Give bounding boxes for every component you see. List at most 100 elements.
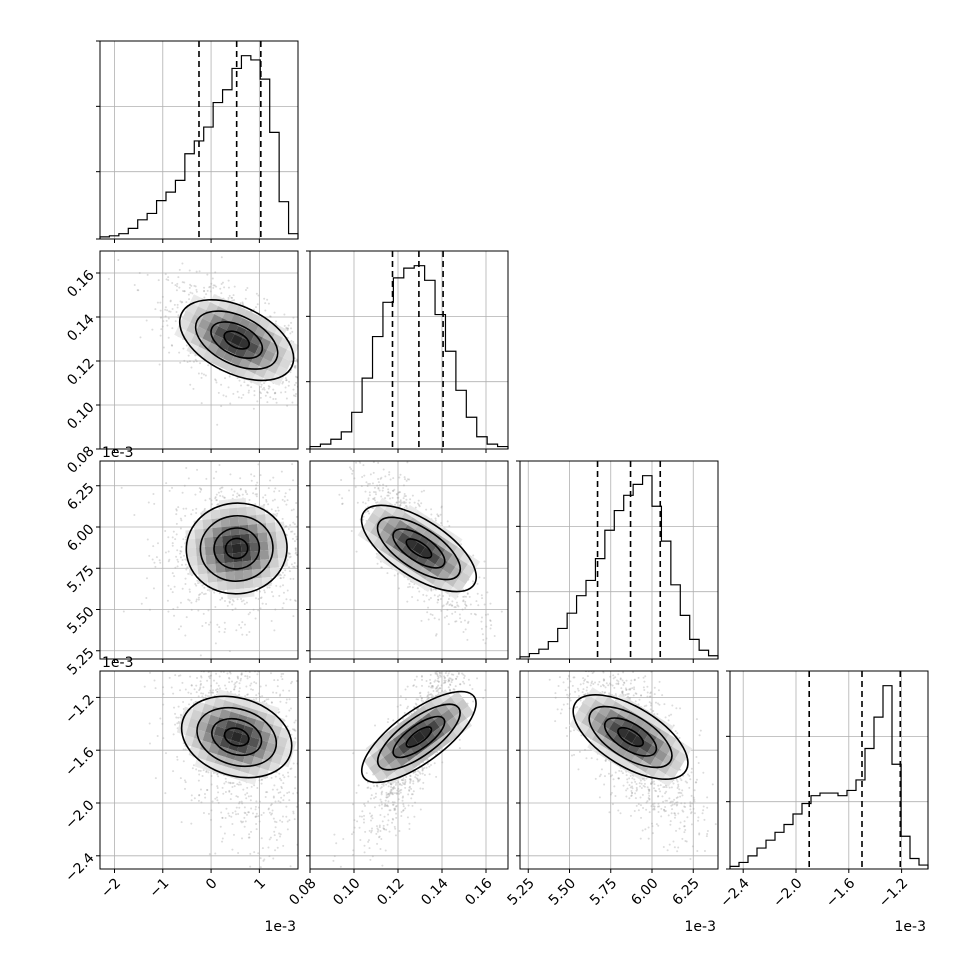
sample-point	[234, 810, 237, 813]
sample-point	[483, 603, 486, 606]
sample-point	[411, 595, 414, 598]
sample-point	[368, 512, 371, 515]
sample-point	[232, 392, 235, 395]
sample-point	[263, 589, 266, 592]
sample-point	[271, 788, 274, 791]
sample-point	[477, 604, 480, 607]
sample-point	[242, 820, 245, 823]
sample-point	[420, 619, 423, 622]
sample-point	[263, 388, 266, 391]
density-cell	[266, 321, 279, 334]
sample-point	[254, 805, 257, 808]
density-cell	[220, 517, 231, 528]
sample-point	[233, 785, 236, 788]
sample-point	[203, 286, 206, 289]
sample-point	[223, 661, 225, 663]
sample-point	[292, 565, 295, 568]
sample-point	[490, 624, 493, 627]
sample-point	[469, 603, 472, 606]
sample-point	[179, 777, 182, 780]
sample-point	[380, 495, 383, 498]
sample-point	[279, 835, 282, 838]
sample-point	[463, 619, 466, 622]
sample-point	[281, 517, 284, 520]
sample-point	[387, 491, 390, 494]
sample-point	[235, 495, 238, 498]
sample-point	[291, 401, 294, 404]
sample-point	[226, 666, 228, 668]
sample-point	[240, 673, 243, 676]
sample-point	[175, 311, 178, 314]
sample-point	[437, 514, 440, 517]
sample-point	[277, 791, 280, 794]
sample-point	[277, 800, 280, 803]
sample-point	[283, 500, 286, 503]
sample-point	[372, 497, 375, 500]
sample-point	[434, 519, 437, 522]
sample-point	[391, 496, 394, 499]
sample-point	[434, 517, 437, 520]
sample-point	[245, 601, 248, 604]
sample-point	[179, 625, 182, 628]
density-cell	[372, 505, 385, 518]
sample-point	[254, 617, 257, 620]
sample-point	[425, 508, 428, 511]
sample-point	[209, 689, 212, 692]
density-cell	[430, 532, 443, 545]
sample-point	[301, 517, 303, 519]
sample-point	[188, 590, 191, 593]
sample-point	[393, 488, 396, 491]
sample-point	[200, 488, 203, 491]
sample-point	[489, 620, 492, 623]
sample-point	[227, 676, 230, 679]
sample-point	[263, 297, 266, 300]
density-cell	[417, 567, 431, 580]
sample-point	[211, 800, 214, 803]
sample-point	[180, 563, 183, 566]
sample-point	[250, 785, 253, 788]
sample-point	[285, 715, 288, 718]
sample-point	[173, 614, 176, 617]
sample-point	[189, 383, 192, 386]
sample-point	[411, 494, 414, 497]
sample-point	[304, 371, 306, 373]
sample-point	[197, 372, 200, 375]
sample-point	[195, 270, 198, 273]
sample-point	[247, 836, 250, 839]
sample-point	[443, 616, 446, 619]
sample-point	[254, 306, 257, 309]
sample-point	[388, 471, 391, 474]
sample-point	[223, 496, 226, 499]
sample-point	[308, 759, 310, 761]
sample-point	[294, 366, 297, 369]
sample-point	[273, 490, 276, 493]
sample-point	[190, 794, 193, 797]
sample-point	[282, 591, 285, 594]
sample-point	[304, 323, 306, 325]
sample-point	[262, 859, 265, 862]
sample-point	[193, 688, 196, 691]
sample-point	[286, 589, 289, 592]
sample-point	[174, 723, 177, 726]
sample-point	[213, 284, 216, 287]
sample-point	[215, 499, 218, 502]
sample-point	[201, 695, 204, 698]
sample-point	[466, 592, 469, 595]
density-cell	[197, 564, 208, 575]
sample-point	[389, 497, 392, 500]
sample-point	[176, 722, 179, 725]
sample-point	[266, 586, 269, 589]
sample-point	[304, 472, 306, 474]
sample-point	[162, 320, 165, 323]
sample-point	[267, 387, 270, 390]
sample-point	[451, 604, 454, 607]
sample-point	[257, 598, 260, 601]
sample-point	[230, 793, 233, 796]
sample-point	[188, 286, 191, 289]
sample-point	[184, 634, 187, 637]
sample-point	[274, 849, 277, 852]
sample-point	[189, 283, 192, 286]
density-contour	[376, 516, 461, 581]
histogram-panel-1	[306, 250, 509, 453]
sample-point	[283, 794, 286, 797]
